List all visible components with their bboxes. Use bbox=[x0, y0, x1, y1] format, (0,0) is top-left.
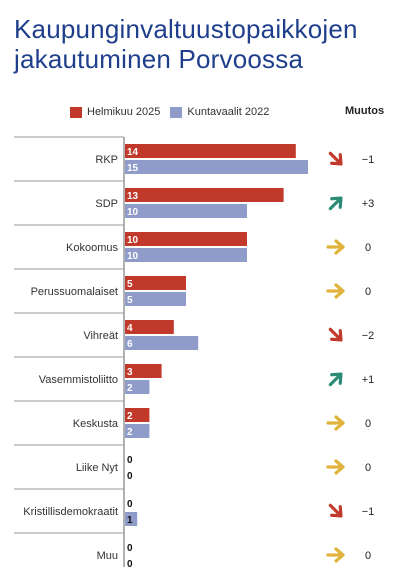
change-value: −1 bbox=[362, 154, 375, 166]
value-label-previous: 10 bbox=[127, 251, 139, 262]
category-label: SDP bbox=[95, 198, 118, 210]
value-label-current: 0 bbox=[127, 543, 133, 554]
legend-item-current: Helmikuu 2025 bbox=[70, 106, 160, 118]
value-label-previous: 0 bbox=[127, 471, 133, 482]
value-label-current: 2 bbox=[127, 411, 133, 422]
value-label-previous: 0 bbox=[127, 559, 133, 567]
bar-previous bbox=[125, 336, 199, 350]
bar-current bbox=[125, 188, 284, 202]
value-label-current: 13 bbox=[127, 191, 139, 202]
bar-previous bbox=[125, 424, 150, 438]
change-arrow-same-icon bbox=[326, 415, 345, 431]
value-label-current: 10 bbox=[127, 235, 139, 246]
legend-swatch-current bbox=[70, 106, 82, 118]
change-column-header: Muutos bbox=[345, 105, 385, 117]
legend: Helmikuu 2025 Kuntavaalit 2022 bbox=[70, 105, 279, 119]
value-label-current: 0 bbox=[127, 455, 133, 466]
category-label: Vasemmistoliitto bbox=[39, 374, 118, 386]
value-label-previous: 5 bbox=[127, 295, 133, 306]
change-arrow-down-icon bbox=[328, 327, 343, 342]
value-label-previous: 10 bbox=[127, 207, 139, 218]
legend-swatch-previous bbox=[170, 106, 183, 118]
change-value: 0 bbox=[365, 462, 371, 474]
change-value: −1 bbox=[362, 506, 375, 518]
bar-previous bbox=[125, 204, 247, 218]
value-label-current: 4 bbox=[127, 323, 133, 334]
value-label-current: 3 bbox=[127, 367, 133, 378]
bar-current bbox=[125, 364, 162, 378]
change-value: +3 bbox=[362, 198, 375, 210]
bar-previous bbox=[125, 512, 138, 526]
value-label-previous: 6 bbox=[127, 339, 133, 350]
bar-previous bbox=[125, 380, 150, 394]
change-value: 0 bbox=[365, 242, 371, 254]
legend-label-current: Helmikuu 2025 bbox=[87, 106, 161, 118]
change-value: −2 bbox=[362, 330, 375, 342]
value-label-current: 0 bbox=[127, 499, 133, 510]
change-arrow-down-icon bbox=[328, 503, 343, 518]
bar-previous bbox=[125, 248, 247, 262]
value-label-previous: 15 bbox=[127, 163, 139, 174]
value-label-previous: 1 bbox=[127, 515, 133, 526]
change-arrow-up-icon bbox=[328, 372, 343, 387]
chart-title: Kaupunginvaltuustopaikkojen jakautuminen… bbox=[14, 14, 358, 74]
category-label: Liike Nyt bbox=[76, 462, 118, 474]
value-label-current: 14 bbox=[127, 147, 139, 158]
category-label: Perussuomalaiset bbox=[31, 286, 118, 298]
change-arrow-same-icon bbox=[326, 283, 345, 299]
category-label: Vihreät bbox=[83, 330, 118, 342]
change-value: 0 bbox=[365, 550, 371, 562]
legend-item-previous: Kuntavaalit 2022 bbox=[170, 106, 269, 118]
change-arrow-up-icon bbox=[328, 196, 343, 211]
change-arrow-down-icon bbox=[328, 151, 343, 166]
value-label-previous: 2 bbox=[127, 383, 133, 394]
bar-previous bbox=[125, 292, 186, 306]
value-label-current: 5 bbox=[127, 279, 133, 290]
category-label: Kristillisdemokraatit bbox=[23, 506, 118, 518]
change-value: 0 bbox=[365, 286, 371, 298]
category-label: Keskusta bbox=[73, 418, 119, 430]
bar-current bbox=[125, 408, 150, 422]
bar-current bbox=[125, 320, 174, 334]
legend-label-previous: Kuntavaalit 2022 bbox=[187, 106, 270, 118]
change-arrow-same-icon bbox=[326, 459, 345, 475]
bar-previous bbox=[125, 160, 308, 174]
change-value: 0 bbox=[365, 418, 371, 430]
change-arrow-same-icon bbox=[326, 547, 345, 563]
bar-current bbox=[125, 276, 186, 290]
change-value: +1 bbox=[362, 374, 375, 386]
value-label-previous: 2 bbox=[127, 427, 133, 438]
bar-current bbox=[125, 144, 296, 158]
category-label: Muu bbox=[97, 550, 118, 562]
change-arrow-same-icon bbox=[326, 239, 345, 255]
category-label: RKP bbox=[95, 154, 118, 166]
bar-current bbox=[125, 232, 247, 246]
category-label: Kokoomus bbox=[66, 242, 118, 254]
